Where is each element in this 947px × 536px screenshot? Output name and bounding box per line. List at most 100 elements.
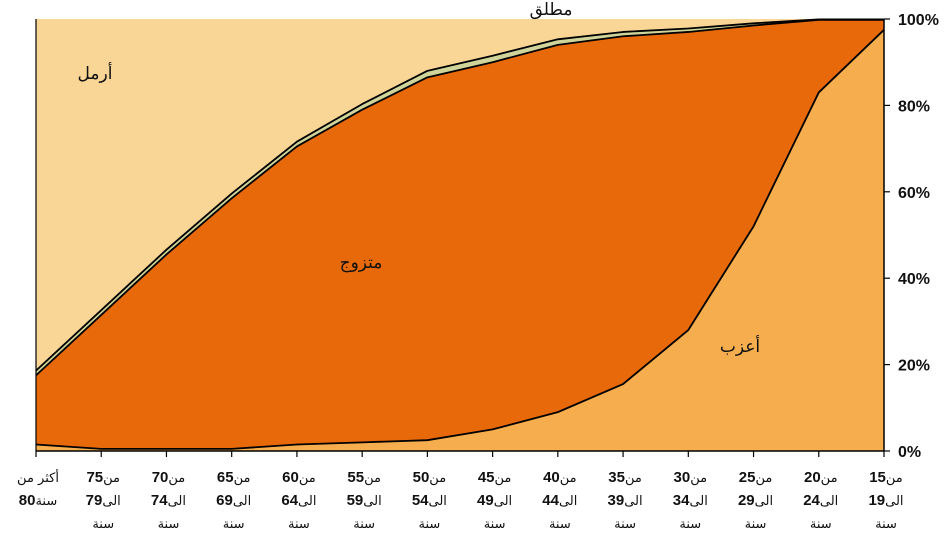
x-tick-label-13-line-1: أكثر من (17, 469, 59, 486)
x-tick-prefix: سنة (288, 517, 310, 532)
x-tick-label-5-line-3: سنة (549, 517, 571, 532)
series-label-1: متزوج (340, 253, 383, 273)
x-tick-prefix: من (234, 471, 251, 486)
x-tick-number: 69 (216, 492, 233, 509)
x-tick-label-0-line-1: من15 (869, 469, 903, 486)
x-tick-number: 40 (543, 469, 560, 486)
x-tick-label-8-line-2: الى59 (347, 492, 382, 509)
x-tick-prefix: سنة (875, 517, 897, 532)
x-tick-label-1-line-2: الى24 (803, 492, 838, 509)
x-tick-label-12-line-2: الى79 (86, 492, 121, 509)
x-tick-number: 54 (412, 492, 429, 509)
x-tick-number: 24 (803, 492, 820, 509)
x-axis-ticks: من15الى19سنةمن20الى24سنةمن25الى29سنةمن30… (17, 451, 904, 532)
x-tick-prefix: الى (233, 494, 251, 509)
x-tick-prefix: من (364, 471, 381, 486)
x-tick-number: 80 (19, 492, 36, 509)
x-tick-label-9-line-1: من60 (282, 469, 316, 486)
x-tick-prefix: الى (689, 494, 707, 509)
x-tick-number: 19 (868, 492, 885, 509)
x-tick-number: 60 (282, 469, 299, 486)
x-tick-number: 64 (281, 492, 298, 509)
x-tick-prefix: سنة (418, 517, 440, 532)
x-tick-label-3-line-3: سنة (679, 517, 701, 532)
boundary-line-2 (35, 18, 884, 372)
x-tick-number: 35 (608, 469, 625, 486)
axes (36, 19, 885, 452)
x-tick-label-10-line-2: الى69 (216, 492, 251, 509)
x-tick-prefix: سنة (810, 517, 832, 532)
x-tick-label-1-line-3: سنة (810, 517, 832, 532)
x-tick-prefix: سنة (679, 517, 701, 532)
area-series-0 (36, 29, 884, 452)
x-tick-number: 59 (347, 492, 364, 509)
x-tick-label-11-line-3: سنة (158, 517, 180, 532)
x-tick-prefix: من (429, 471, 446, 486)
y-tick-label-3: 60% (898, 185, 930, 202)
x-tick-number: 29 (738, 492, 755, 509)
x-tick-prefix: من (103, 471, 120, 486)
x-tick-prefix: الى (885, 494, 903, 509)
x-tick-label-1-line-1: من20 (804, 469, 838, 486)
x-tick-prefix: سنة (353, 517, 375, 532)
x-tick-label-3-line-1: من30 (674, 469, 708, 486)
x-tick-label-10-line-3: سنة (223, 517, 245, 532)
x-tick-label-12-line-3: سنة (92, 517, 114, 532)
area-series-3 (36, 19, 884, 371)
x-tick-prefix: سنة (614, 517, 636, 532)
x-tick-label-8-line-3: سنة (353, 517, 375, 532)
x-tick-label-2-line-2: الى29 (738, 492, 773, 509)
x-tick-prefix: الى (820, 494, 838, 509)
x-tick-label-13-line-2: سنة80 (19, 492, 57, 509)
x-tick-prefix: سنة (158, 517, 180, 532)
y-tick-label-5: 100% (898, 12, 939, 29)
x-tick-number: 65 (217, 469, 234, 486)
x-tick-prefix: من (755, 471, 772, 486)
x-tick-label-10-line-1: من65 (217, 469, 251, 486)
x-tick-label-0-line-3: سنة (875, 517, 897, 532)
x-tick-prefix: الى (102, 494, 120, 509)
boundary-line-1 (35, 18, 884, 377)
x-tick-prefix: الى (494, 494, 512, 509)
x-tick-prefix: من (625, 471, 642, 486)
x-tick-prefix: الى (298, 494, 316, 509)
series-label-2: مطلق (530, 0, 573, 20)
x-tick-label-2-line-1: من25 (739, 469, 773, 486)
x-tick-prefix: سنة (745, 517, 767, 532)
x-tick-label-9-line-3: سنة (288, 517, 310, 532)
x-tick-prefix: من (886, 471, 903, 486)
y-tick-label-0: 0% (898, 444, 921, 461)
x-tick-prefix: سنة (549, 517, 571, 532)
x-tick-prefix: الى (429, 494, 447, 509)
x-tick-label-8-line-1: من55 (347, 469, 381, 486)
x-tick-label-7-line-2: الى54 (412, 492, 447, 509)
x-tick-label-11-line-1: من70 (152, 469, 186, 486)
x-tick-prefix: من (690, 471, 707, 486)
x-tick-label-5-line-2: الى44 (542, 492, 577, 509)
area-layers (36, 19, 884, 452)
x-tick-label-9-line-2: الى64 (281, 492, 316, 509)
x-tick-label-6-line-3: سنة (484, 517, 506, 532)
x-tick-prefix: الى (168, 494, 186, 509)
x-tick-prefix: الى (624, 494, 642, 509)
x-tick-prefix: الى (559, 494, 577, 509)
x-tick-label-4-line-1: من35 (608, 469, 642, 486)
x-tick-label-5-line-1: من40 (543, 469, 577, 486)
x-tick-prefix: من (495, 471, 512, 486)
x-tick-number: 50 (413, 469, 430, 486)
x-tick-label-4-line-2: الى39 (608, 492, 643, 509)
x-tick-prefix: من (560, 471, 577, 486)
series-label-0: أعزب (720, 335, 760, 357)
x-tick-label-0-line-2: الى19 (868, 492, 903, 509)
x-tick-label-7-line-1: من50 (413, 469, 447, 486)
x-tick-prefix: من (821, 471, 838, 486)
x-tick-prefix: من (168, 471, 185, 486)
x-tick-number: 70 (152, 469, 169, 486)
x-tick-prefix: الى (755, 494, 773, 509)
x-tick-number: 75 (86, 469, 103, 486)
x-tick-label-4-line-3: سنة (614, 517, 636, 532)
x-tick-number: 20 (804, 469, 821, 486)
y-axis-ticks: 0% 20% 40% 60% 80% 100% (884, 12, 939, 461)
y-tick-label-4: 80% (898, 98, 930, 115)
